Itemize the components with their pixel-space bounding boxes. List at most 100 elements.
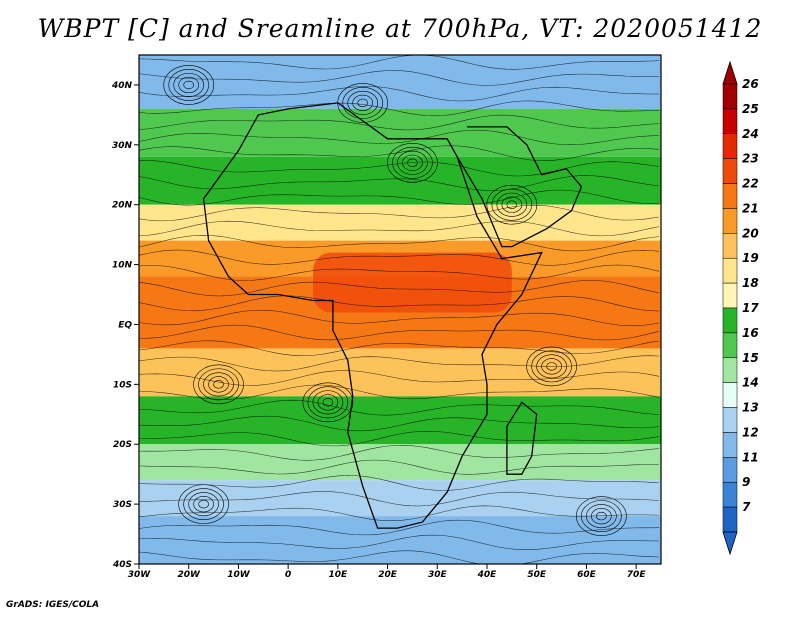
lon-tick-label: 10E: [329, 570, 349, 580]
vortex-se: [586, 504, 617, 529]
colorbar-under-triangle: [722, 531, 738, 556]
vortex-arabia: [506, 200, 518, 209]
vortex-angola: [317, 394, 339, 411]
lon-tick-label: 50E: [527, 570, 547, 580]
streamline: [139, 459, 659, 475]
streamline: [139, 264, 660, 281]
streamline: [139, 55, 660, 70]
vortex-libya: [392, 146, 433, 179]
vortex-arabia: [486, 184, 538, 225]
vortex-arabia: [501, 196, 523, 213]
colorbar-segment: [722, 208, 738, 234]
lon-tick-label: 20E: [378, 570, 398, 580]
streamline: [139, 160, 660, 177]
vortex-indian: [526, 346, 577, 387]
colorbar-segment: [722, 357, 738, 383]
colorbar-label: 13: [742, 401, 759, 415]
lon-tick-label: 30W: [128, 570, 152, 580]
field-band: [139, 516, 661, 564]
vortex-sw: [198, 499, 209, 509]
arabia-coastline: [456, 126, 583, 248]
streamline: [139, 505, 660, 521]
colorbar-segment: [722, 407, 738, 433]
streamline: [139, 430, 660, 447]
vortex-nw: [168, 69, 210, 101]
vortex-libya: [387, 142, 438, 183]
vortex-mediterranean: [352, 94, 374, 112]
streamline: [139, 324, 660, 341]
vortex-libya: [407, 158, 418, 167]
vortex-angola: [322, 398, 334, 407]
colorbar-segment: [722, 233, 738, 259]
streamline: [139, 309, 660, 327]
lon-tick-label: 0: [285, 570, 291, 580]
colorbar-segment: [722, 108, 738, 135]
streamlines: [139, 55, 660, 564]
streamline: [139, 295, 660, 312]
vortex-south-atlantic: [203, 372, 234, 397]
colorbar-segment: [722, 83, 738, 110]
streamline: [139, 70, 659, 86]
vortex-sw: [178, 484, 229, 524]
field-band: [139, 348, 661, 397]
colorbar-label: 25: [742, 102, 759, 116]
streamline: [139, 249, 660, 266]
vortex-mediterranean: [357, 98, 369, 108]
colorbar-label: 23: [742, 152, 759, 166]
streamline: [139, 100, 660, 117]
streamline: [139, 340, 660, 356]
warm-core: [313, 252, 512, 313]
colorbar-segment: [722, 158, 738, 184]
colorbar-label: 19: [742, 251, 759, 265]
streamline: [139, 519, 660, 536]
vortex-se: [591, 507, 612, 525]
streamline: [139, 370, 660, 386]
coastlines: [202, 102, 583, 529]
colorbar-segment: [722, 183, 738, 209]
vortex-indian: [536, 354, 567, 379]
streamline: [139, 384, 660, 400]
colorbar-label: 22: [742, 177, 759, 191]
lat-tick-label: 30S: [113, 500, 132, 510]
colorbar-segment: [722, 481, 738, 508]
lat-tick-label: 10N: [112, 261, 133, 271]
streamline: [139, 220, 660, 237]
vortex-se: [581, 500, 622, 532]
field-band: [139, 396, 661, 445]
streamline: [139, 550, 660, 564]
colorbar-label: 11: [742, 450, 759, 464]
vortex-nw: [178, 76, 200, 94]
colorbar-label: 7: [742, 500, 751, 514]
lon-tick-label: 70E: [627, 570, 647, 580]
lat-tick-label: 30N: [112, 141, 133, 151]
vortex-sw: [183, 488, 224, 521]
vortex-indian: [546, 362, 557, 371]
longitude-axis: 30W 20W 10W 0 10E 20E 30E 40E 50E 60E 70E: [128, 564, 647, 580]
lat-tick-label: EQ: [118, 320, 132, 330]
lat-tick-label: 20N: [112, 201, 133, 211]
vortex-south-atlantic: [198, 368, 239, 401]
vortex-sw: [193, 496, 214, 513]
vortex-angola: [312, 390, 344, 415]
latitude-axis: 40N 30N 20N 10N EQ 10S 20S 30S 40S: [111, 81, 139, 570]
colorbar-label: 24: [742, 127, 759, 141]
colorbar-segment: [722, 457, 738, 483]
map-frame: [138, 54, 662, 565]
africa-coastline: [202, 102, 543, 529]
lon-tick-label: 30E: [428, 570, 448, 580]
streamline: [139, 86, 659, 102]
vortex-arabia: [491, 188, 533, 221]
field-band: [139, 55, 661, 109]
colorbar-segment: [722, 257, 738, 284]
streamline: [139, 204, 660, 222]
lat-tick-label: 40N: [111, 81, 133, 91]
colorbar-segment: [722, 506, 738, 533]
lon-tick-label: 60E: [577, 570, 597, 580]
vortex-angola: [307, 386, 349, 419]
field-band: [139, 204, 661, 241]
vortex-sw: [188, 492, 219, 517]
colorbar-over-triangle: [722, 60, 738, 85]
colorbar-label: 9: [742, 475, 750, 489]
vortex-libya: [402, 154, 423, 171]
